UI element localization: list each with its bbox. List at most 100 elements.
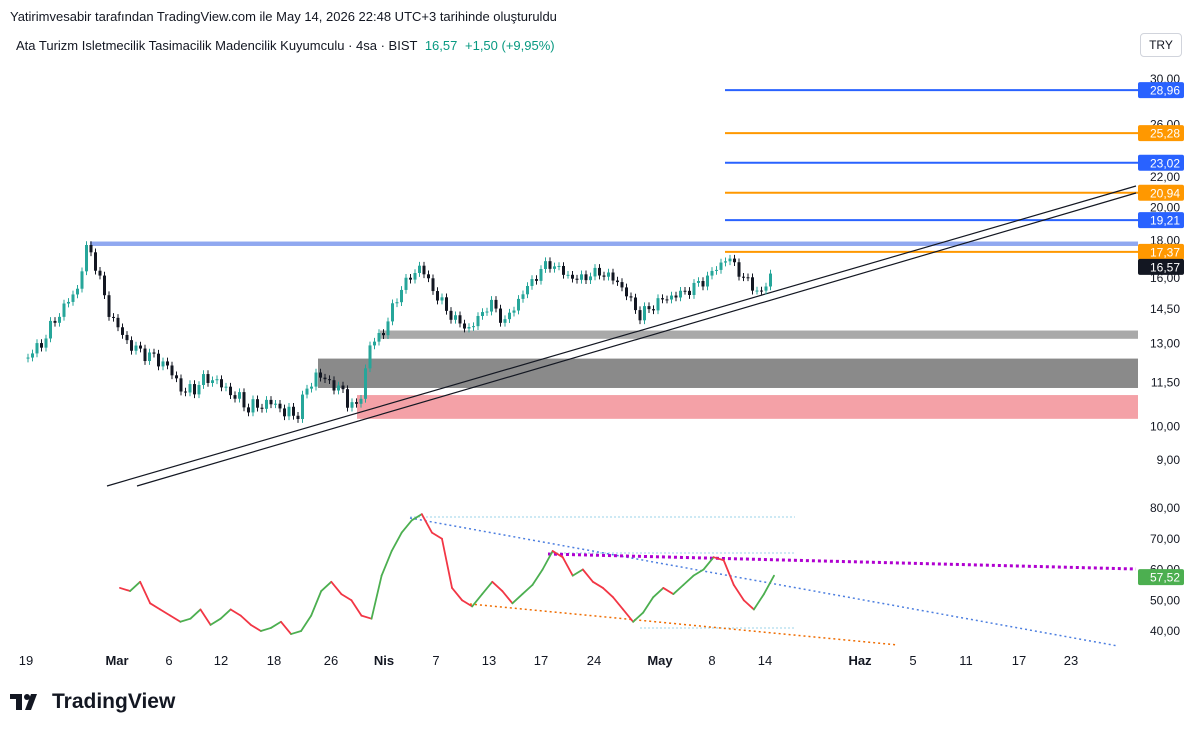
candle-body: [35, 343, 39, 354]
rsi-segment: [400, 519, 413, 534]
candle-body: [89, 245, 93, 253]
candle-body: [490, 299, 493, 312]
time-axis-label: 17: [1012, 653, 1026, 668]
candle-body: [404, 277, 408, 290]
rsi-value-tag-label: 57,52: [1150, 571, 1180, 585]
candle-body: [328, 379, 331, 381]
candle-body: [283, 408, 286, 417]
time-axis-label: 12: [214, 653, 228, 668]
candle-body: [188, 384, 192, 393]
candle-body: [494, 299, 498, 309]
rsi-segment: [441, 537, 453, 589]
candle-body: [517, 298, 520, 311]
rsi-segment: [551, 550, 564, 559]
rsi-segment: [280, 620, 292, 635]
candle-body: [535, 279, 538, 281]
price-axis-label: 14,50: [1150, 302, 1180, 316]
candle-body: [287, 406, 291, 417]
tradingview-logo-icon: [10, 694, 37, 710]
candle-body: [319, 372, 322, 378]
rsi-segment: [612, 596, 624, 611]
rsi-segment: [370, 574, 383, 620]
candle-body: [584, 274, 588, 281]
time-axis-label: 23: [1064, 653, 1078, 668]
candle-body: [211, 380, 214, 383]
candle-body: [175, 375, 178, 379]
candle-body: [139, 345, 142, 349]
rsi-segment: [189, 608, 202, 620]
price-level-tag: [1138, 154, 1184, 171]
candle-body: [508, 312, 511, 320]
time-axis-label: Nis: [374, 653, 394, 668]
candle-body: [688, 290, 691, 295]
candle-body: [278, 403, 282, 409]
price-level-tag: [1138, 125, 1184, 142]
zone-support-upper: [380, 330, 1138, 339]
candle-body: [49, 320, 52, 339]
rsi-segment: [129, 580, 142, 592]
candle-body: [251, 399, 255, 413]
axes-layer: 30,0026,0022,0020,0018,0016,0014,5013,00…: [19, 72, 1184, 668]
candle-body: [166, 361, 169, 366]
candle-body: [98, 270, 102, 276]
candle-body: [152, 352, 156, 354]
candle-body: [184, 391, 187, 393]
rsi-segment: [682, 574, 695, 586]
candle-body: [346, 389, 349, 408]
time-axis-label: 14: [758, 653, 772, 668]
candle-body: [391, 303, 394, 322]
zone-support-middle: [318, 358, 1138, 388]
rsi-segment: [360, 614, 373, 620]
candle-body: [638, 310, 642, 321]
trendline-upper: [106, 185, 1137, 487]
candle-body: [382, 332, 385, 336]
candle-body: [62, 303, 66, 317]
rsi-segment: [300, 614, 313, 632]
rsi-segment: [169, 614, 182, 623]
candle-body: [697, 281, 700, 283]
price-level-tag-label: 28,96: [1150, 84, 1180, 98]
time-axis-label: 19: [19, 653, 33, 668]
rsi-trendline-blue: [409, 517, 1119, 647]
candle-body: [665, 299, 669, 301]
candle-body: [422, 265, 426, 275]
time-axis-label: 13: [482, 653, 496, 668]
rsi-segment: [481, 580, 494, 595]
time-axis-label: 6: [165, 653, 172, 668]
candle-body: [652, 309, 655, 311]
candle-body: [679, 290, 682, 298]
candle-body: [643, 306, 646, 321]
rsi-segment: [410, 513, 423, 522]
candle-body: [742, 276, 745, 278]
symbol-title-row: Ata Turizm Isletmecilik Tasimacilik Made…: [16, 38, 555, 53]
candle-body: [355, 402, 358, 404]
candle-body: [760, 290, 763, 292]
rsi-segment: [270, 620, 282, 629]
tradingview-logo-text: TradingView: [52, 690, 176, 713]
currency-button[interactable]: TRY: [1140, 33, 1182, 57]
rsi-segment: [350, 599, 363, 617]
rsi-segment: [179, 617, 192, 623]
candle-body: [629, 296, 633, 298]
candle-body: [40, 343, 43, 348]
rsi-segment: [330, 580, 343, 595]
symbol-change: +1,50 (+9,95%): [465, 38, 555, 53]
candle-body: [724, 261, 727, 263]
zone-resistance: [90, 241, 1138, 246]
rsi-segment: [219, 608, 232, 620]
candle-body: [364, 368, 367, 399]
price-level-tag-label: 16,57: [1150, 260, 1180, 274]
candle-body: [332, 380, 336, 391]
zone-support-lower: [357, 395, 1138, 419]
rsi-segment: [632, 611, 645, 623]
candle-body: [593, 267, 597, 277]
symbol-name: Ata Turizm Isletmecilik Tasimacilik Made…: [16, 38, 418, 53]
candle-body: [589, 276, 592, 281]
candle-body: [94, 252, 97, 271]
candle-body: [121, 327, 124, 335]
candle-body: [260, 407, 264, 409]
candle-body: [323, 377, 327, 380]
candle-body: [26, 357, 30, 359]
price-axis-label: 13,00: [1150, 337, 1180, 351]
